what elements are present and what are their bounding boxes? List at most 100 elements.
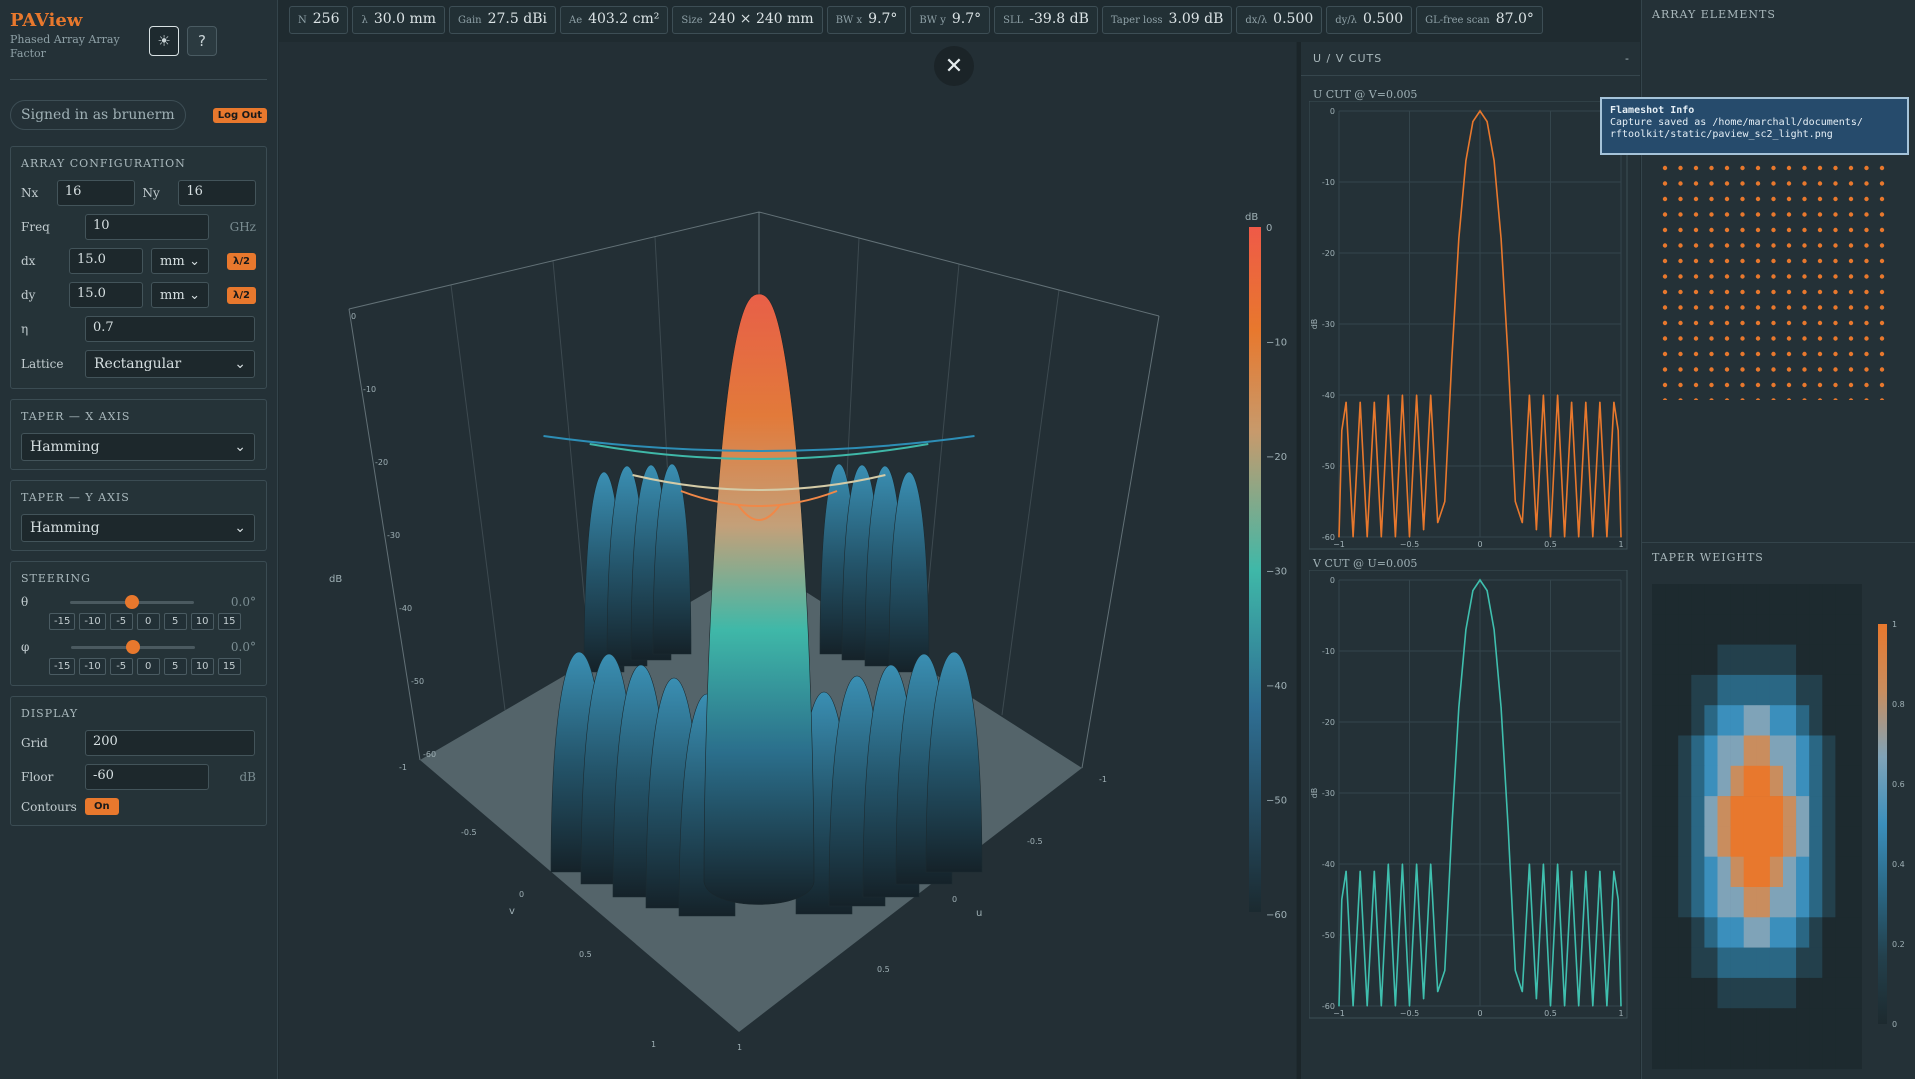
taper-cell: [1769, 826, 1784, 857]
taper-cell: [1796, 1038, 1810, 1070]
taper-cell: [1652, 947, 1666, 979]
taper-cell: [1796, 856, 1810, 888]
cut-data-point: [1564, 536, 1566, 538]
dx-input[interactable]: 15.0: [69, 248, 143, 274]
cut-data-point: [1620, 536, 1622, 538]
array-element: [1709, 165, 1714, 171]
taper-y-panel: TAPER — Y AXIS Hamming ⌄: [10, 480, 267, 551]
metric-key: BW y: [919, 15, 946, 26]
array-element: [1879, 382, 1885, 388]
taper-cell: [1665, 1008, 1679, 1039]
array-element: [1755, 181, 1761, 186]
cut-data-point: [1549, 1005, 1552, 1007]
taper-cell: [1743, 917, 1758, 948]
grid-line: [552, 260, 591, 661]
array-element: [1724, 305, 1730, 310]
theta-step-button[interactable]: -10: [79, 613, 106, 630]
metric-key: dx/λ: [1245, 15, 1268, 26]
floor-unit: dB: [239, 770, 257, 784]
metric-value: 256: [312, 11, 340, 27]
taper-cell: [1730, 705, 1744, 736]
taper-cell: [1704, 644, 1718, 676]
taper-cell: [1704, 826, 1718, 857]
array-element: [1662, 320, 1668, 326]
taper-cell: [1783, 735, 1797, 767]
logout-button[interactable]: Log Out: [212, 107, 267, 123]
collapse-button[interactable]: -: [1625, 52, 1630, 65]
dx-lambda-half-button[interactable]: λ/2: [227, 252, 256, 270]
phi-slider-thumb[interactable]: [126, 639, 141, 654]
taper-cell: [1783, 765, 1797, 797]
theta-step-button[interactable]: -5: [109, 613, 133, 630]
taper-cell: [1848, 584, 1862, 615]
lattice-select[interactable]: Rectangular ⌄: [85, 350, 255, 378]
taper-weights-panel: TAPER WEIGHTS 1 0.8 0.6 0.4 0.2 0: [1642, 542, 1915, 1079]
taper-cell: [1678, 674, 1692, 706]
array-element: [1709, 243, 1714, 248]
dy-unit-select[interactable]: mm ⌄: [151, 282, 209, 308]
metric-value: 9.7°: [868, 11, 898, 27]
array-element: [1802, 367, 1807, 372]
taper-x-select[interactable]: Hamming ⌄: [21, 433, 255, 461]
array-element: [1755, 351, 1761, 357]
cut-data-point: [1373, 401, 1375, 403]
ny-input[interactable]: 16: [178, 180, 256, 206]
dy-lambda-half-button[interactable]: λ/2: [227, 286, 256, 304]
array-element: [1802, 336, 1807, 341]
taper-cell: [1809, 977, 1823, 1009]
cut-data-point: [1465, 160, 1467, 162]
floor-input[interactable]: -60: [85, 764, 209, 790]
taper-cell: [1848, 705, 1862, 736]
taper-cell: [1796, 947, 1810, 979]
taper-cell: [1678, 1038, 1692, 1070]
theme-toggle-button[interactable]: ☀: [149, 26, 179, 56]
dy-input[interactable]: 15.0: [69, 282, 143, 308]
phi-step-button[interactable]: -15: [49, 658, 76, 675]
theta-slider-thumb[interactable]: [125, 594, 140, 609]
taper-cell: [1665, 674, 1679, 706]
dy-unit-value: mm: [160, 287, 185, 303]
taper-y-select[interactable]: Hamming ⌄: [21, 514, 255, 542]
help-button[interactable]: ?: [187, 26, 217, 56]
phi-step-button[interactable]: 0: [136, 658, 160, 675]
phi-slider[interactable]: [71, 639, 196, 654]
cut-data-point: [1585, 870, 1587, 872]
taper-cell: [1756, 644, 1771, 676]
theta-step-button[interactable]: -15: [49, 613, 76, 630]
taper-cell: [1756, 917, 1771, 948]
theta-step-button[interactable]: 10: [190, 613, 214, 630]
phi-step-button[interactable]: 15: [217, 658, 241, 675]
phi-step-button[interactable]: 10: [190, 658, 214, 675]
theta-step-button[interactable]: 15: [217, 613, 241, 630]
taper-cell: [1796, 796, 1810, 827]
freq-input[interactable]: 10: [85, 214, 209, 240]
taper-cell: [1822, 674, 1836, 706]
phi-step-button[interactable]: 5: [163, 658, 187, 675]
taper-cell: [1704, 584, 1718, 615]
metric-value: 30.0 mm: [373, 11, 437, 27]
taper-cell: [1796, 977, 1810, 1009]
grid-input[interactable]: 200: [85, 730, 255, 756]
array-element: [1879, 227, 1885, 233]
taper-cell: [1691, 917, 1705, 948]
contours-toggle[interactable]: On: [85, 798, 119, 815]
taper-cell: [1809, 765, 1823, 797]
taper-colorbar-tick: 0.2: [1892, 940, 1905, 949]
theta-slider[interactable]: [70, 594, 195, 609]
close-button[interactable]: ✕: [934, 46, 974, 86]
theta-step-button[interactable]: 0: [136, 613, 160, 630]
phi-step-button[interactable]: -5: [109, 658, 133, 675]
theta-step-button[interactable]: 5: [163, 613, 187, 630]
pattern-3d-view[interactable]: 0 -10 -20 -30 -40 -50 -60 dB -1 -0.5 0 0.5 1 v -1 -0.5 0…: [279, 42, 1296, 1079]
taper-cell: [1691, 674, 1705, 706]
phi-step-button[interactable]: -10: [79, 658, 106, 675]
taper-cell: [1769, 584, 1784, 615]
taper-cell: [1783, 977, 1797, 1009]
array-element: [1678, 243, 1683, 248]
y-tick-label: 0: [1330, 576, 1335, 585]
array-element: [1740, 196, 1745, 202]
nx-input[interactable]: 16: [56, 180, 135, 206]
dx-unit-select[interactable]: mm ⌄: [151, 248, 209, 274]
taper-cell: [1665, 1038, 1679, 1070]
eta-input[interactable]: 0.7: [85, 316, 255, 342]
